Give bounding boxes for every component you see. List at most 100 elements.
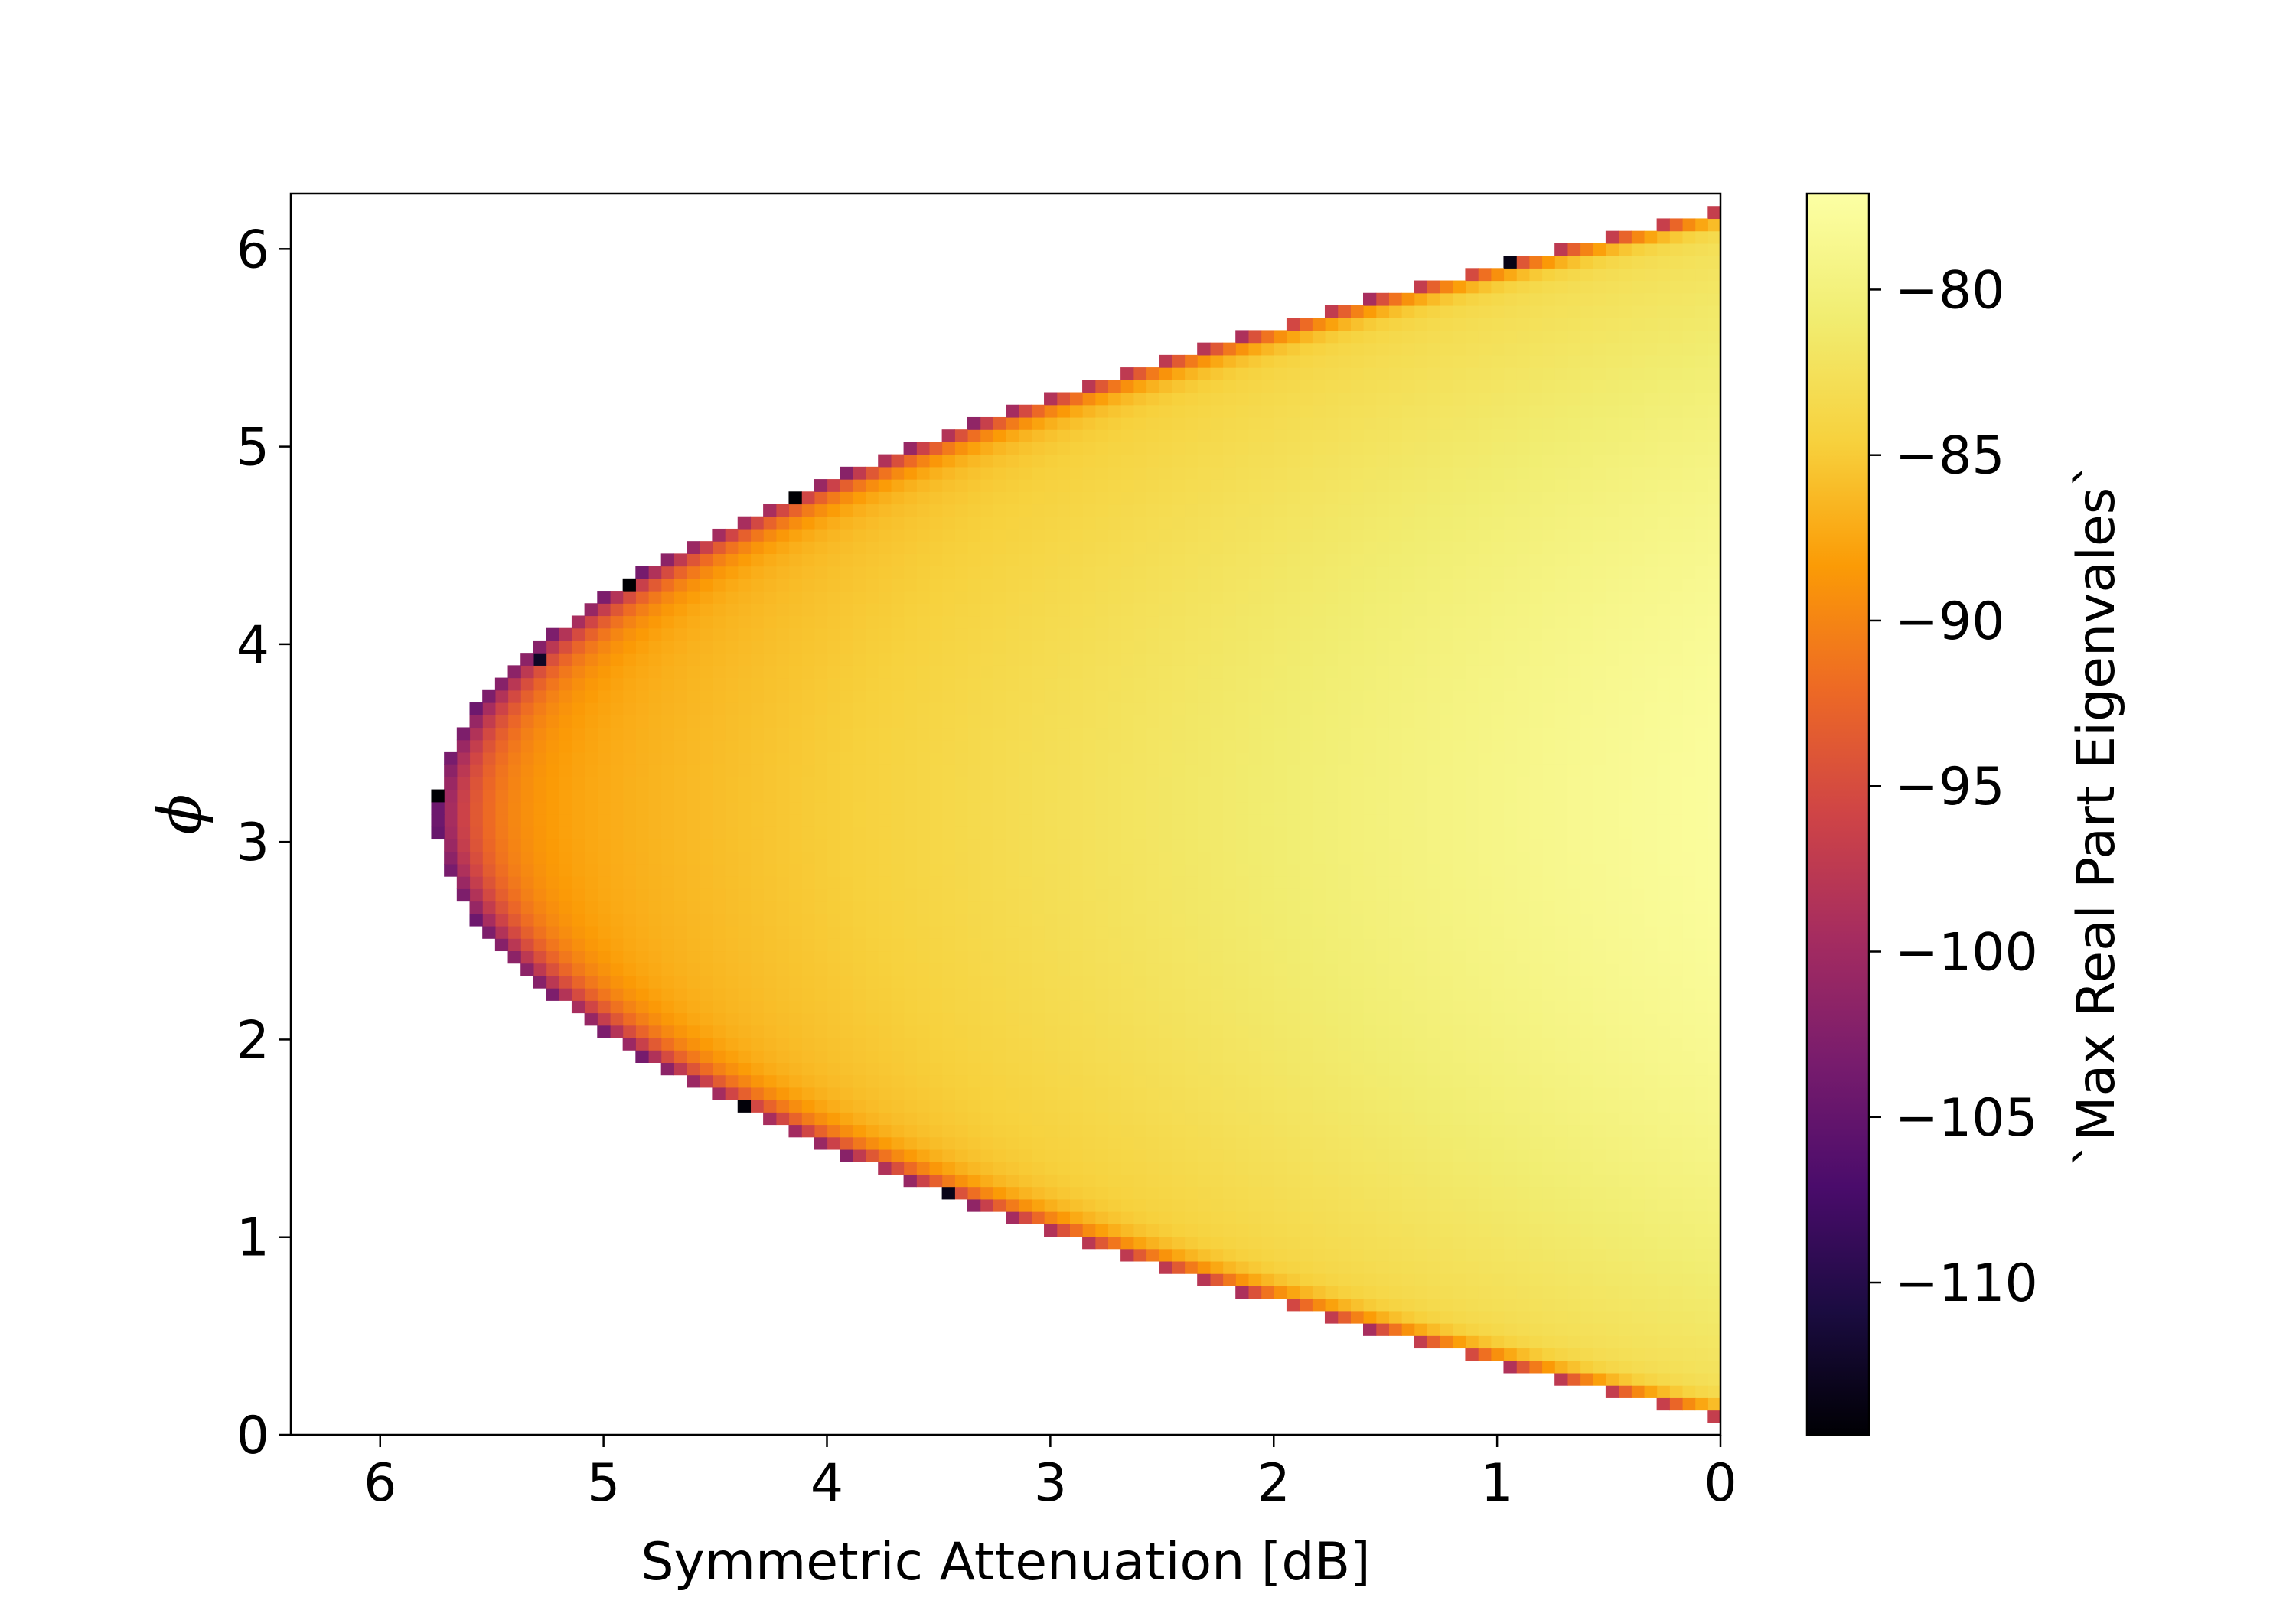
heatmap-cell — [1681, 863, 1696, 877]
heatmap-cell — [1094, 528, 1109, 542]
heatmap-cell — [1694, 1112, 1708, 1126]
heatmap-cell — [1031, 516, 1045, 530]
heatmap-cell — [1427, 491, 1440, 505]
heatmap-cell — [1452, 1236, 1466, 1250]
heatmap-cell — [1643, 491, 1658, 505]
heatmap-cell — [1681, 1186, 1696, 1200]
heatmap-cell — [1350, 342, 1364, 356]
heatmap-cell — [1324, 1062, 1339, 1076]
heatmap-cell — [1440, 553, 1453, 567]
heatmap-cell — [1681, 1397, 1696, 1411]
heatmap-cell — [1006, 578, 1019, 592]
heatmap-cell — [954, 1174, 968, 1188]
heatmap-cell — [1681, 516, 1696, 530]
heatmap-cell — [1643, 1348, 1658, 1361]
heatmap-cell — [1286, 938, 1300, 952]
heatmap-cell — [1414, 653, 1427, 666]
heatmap-cell — [1146, 541, 1159, 554]
heatmap-cell — [967, 665, 981, 679]
heatmap-cell — [1631, 243, 1645, 256]
heatmap-cell — [1159, 702, 1172, 715]
heatmap-cell — [1006, 988, 1019, 1001]
heatmap-cell — [916, 1112, 930, 1126]
heatmap-cell — [980, 975, 993, 989]
heatmap-cell — [993, 640, 1006, 654]
heatmap-cell — [1261, 541, 1274, 554]
heatmap-cell — [1350, 1062, 1364, 1076]
heatmap-cell — [1541, 1198, 1555, 1212]
heatmap-cell — [1643, 1198, 1658, 1212]
heatmap-cell — [1541, 442, 1555, 455]
heatmap-cell — [1044, 901, 1058, 914]
heatmap-cell — [1593, 553, 1606, 567]
heatmap-cell — [1427, 851, 1440, 865]
heatmap-cell — [1363, 1050, 1377, 1063]
heatmap-cell — [1286, 1012, 1300, 1026]
heatmap-cell — [954, 504, 968, 517]
heatmap-cell — [1094, 541, 1109, 554]
heatmap-cell — [1427, 1236, 1440, 1250]
heatmap-cell — [1631, 1037, 1645, 1051]
heatmap-cell — [1209, 1162, 1224, 1175]
heatmap-cell — [1605, 801, 1619, 815]
heatmap-cell — [1516, 305, 1530, 318]
heatmap-cell — [1235, 1149, 1249, 1162]
heatmap-cell — [1528, 1260, 1543, 1274]
heatmap-cell — [1171, 876, 1186, 889]
heatmap-cell — [1197, 566, 1211, 579]
heatmap-cell — [1146, 1074, 1159, 1088]
heatmap-cell — [1363, 553, 1377, 567]
heatmap-cell — [1120, 839, 1134, 852]
heatmap-cell — [928, 689, 943, 703]
heatmap-cell — [1107, 1162, 1121, 1175]
heatmap-cell — [1694, 913, 1708, 927]
heatmap-cell — [1427, 1162, 1440, 1175]
heatmap-cell — [1375, 814, 1389, 827]
heatmap-cell — [1324, 578, 1339, 592]
heatmap-cell — [1171, 888, 1186, 902]
heatmap-cell — [1056, 1050, 1070, 1063]
heatmap-cell — [1618, 1000, 1632, 1014]
heatmap-cell — [1286, 491, 1300, 505]
heatmap-cell — [1567, 789, 1581, 803]
heatmap-cell — [1299, 640, 1313, 654]
heatmap-cell — [1478, 491, 1492, 505]
heatmap-cell — [1440, 677, 1453, 691]
heatmap-cell — [1707, 1062, 1720, 1076]
heatmap-cell — [1478, 591, 1492, 604]
heatmap-cell — [1388, 342, 1402, 356]
heatmap-cell — [1388, 1236, 1402, 1250]
heatmap-cell — [1618, 764, 1632, 777]
heatmap-cell — [1465, 1050, 1479, 1063]
heatmap-cell — [1312, 863, 1326, 877]
heatmap-cell — [967, 566, 981, 579]
heatmap-cell — [1593, 789, 1606, 803]
heatmap-cell — [1031, 689, 1045, 703]
heatmap-cell — [1669, 330, 1683, 344]
heatmap-cell — [1235, 1050, 1249, 1063]
heatmap-cell — [1312, 1037, 1326, 1051]
heatmap-cell — [1184, 541, 1198, 554]
heatmap-cell — [1593, 1248, 1606, 1262]
heatmap-cell — [1094, 739, 1109, 753]
heatmap-cell — [1261, 950, 1274, 964]
heatmap-cell — [1503, 988, 1517, 1001]
heatmap-cell — [1669, 777, 1683, 790]
heatmap-cell — [1414, 603, 1427, 617]
heatmap-cell — [1133, 665, 1147, 679]
heatmap-cell — [941, 566, 955, 579]
heatmap-cell — [1197, 1162, 1211, 1175]
heatmap-cell — [1286, 826, 1300, 840]
heatmap-cell — [1082, 863, 1096, 877]
heatmap-cell — [993, 665, 1006, 679]
heatmap-cell — [1452, 1248, 1466, 1262]
heatmap-cell — [1069, 541, 1083, 554]
heatmap-cell — [1094, 491, 1109, 505]
heatmap-cell — [1656, 1348, 1670, 1361]
heatmap-cell — [1516, 1224, 1530, 1237]
heatmap-cell — [1082, 1074, 1096, 1088]
heatmap-cell — [1069, 1174, 1083, 1188]
heatmap-cell — [916, 1025, 930, 1038]
heatmap-cell — [1707, 206, 1720, 220]
heatmap-cell — [1006, 1162, 1019, 1175]
